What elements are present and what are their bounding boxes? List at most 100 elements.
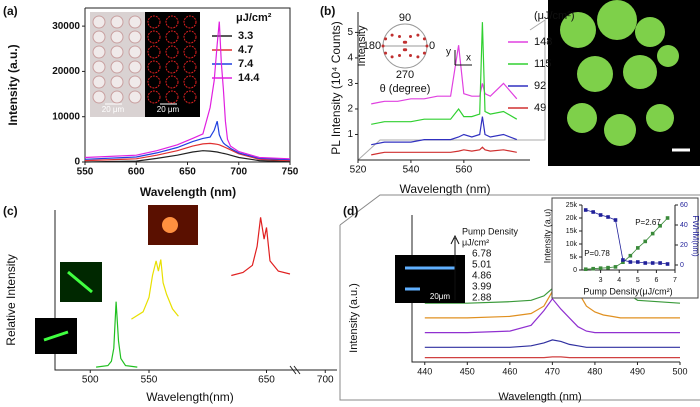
polar-angle: 270 [396,69,414,81]
well [165,75,179,89]
spectrum [424,339,680,348]
spectrum [84,121,291,161]
y2-tick-label: 60 [680,202,688,209]
well [128,60,142,74]
polar-dot [425,44,429,48]
x-tick-label: 440 [417,366,432,376]
point [636,260,640,264]
inset-c-glow [162,217,178,233]
spectrum [371,45,518,105]
spectrum [371,22,518,125]
x-tick-label: 650 [179,167,196,178]
point [583,208,588,212]
inset-a-circles [92,15,197,104]
x-tick-label: 6 [654,277,658,284]
panel-label: (d) [343,204,358,218]
y-tick-label: 1 [347,129,353,140]
well [110,30,124,44]
spheres [560,0,679,146]
well [165,90,179,104]
axis-letter: x [466,53,471,64]
point [606,265,610,270]
well [110,90,124,104]
y-tick-label: 20000 [52,66,80,77]
polar-dot [409,34,412,38]
x-axis-label: Wavelength(nm) [146,390,234,404]
panel-b-plane [357,19,546,161]
y-axis-label: Relative Intensity [4,254,18,345]
spectrum [131,259,179,320]
point [583,267,588,272]
annotation: 20 μm [157,105,180,114]
polar-dot [390,55,394,59]
point [598,266,603,270]
x-tick-label: 3 [599,277,603,284]
y-tick-label: 4 [347,53,353,64]
point [613,265,618,269]
y-axis-label: Intensity (a.u.) [6,44,20,125]
polar-angle: 90 [399,12,411,24]
legend-title: μJ/cm² [462,237,489,247]
x-tick-label: 540 [403,165,420,176]
y-tick-label: 20k [566,215,578,222]
x-tick-label: 500 [82,375,99,386]
legend-label: 5.01 [472,260,492,271]
legend-label: 92 [534,80,546,92]
spectrum [424,356,680,359]
x-tick-label: 460 [502,366,517,376]
legend-label: 14.4 [238,72,260,84]
y-axis-label: PL Intensity (10⁴ Counts) [329,21,343,154]
polar-inset: 90 180 0 270 θ (degree) Intensity x y [356,12,472,95]
well [147,30,161,44]
y-tick-label: 25k [566,202,578,209]
point [621,260,625,264]
well [147,60,161,74]
polar-dot [398,34,401,38]
x-tick-label: 7 [673,277,677,284]
point [621,258,625,262]
y-tick-label: 30000 [52,21,80,32]
y-tick-label: 10000 [52,111,80,122]
legend-label: 4.7 [238,44,253,56]
annotation: P=0.78 [584,249,610,258]
well [92,15,106,29]
well [147,75,161,89]
well [110,45,124,59]
well [183,60,197,74]
well [183,45,197,59]
polar-xlabel: θ (degree) [380,83,431,95]
axes [54,210,337,371]
well [147,45,161,59]
y-tick-label: 2 [347,104,353,115]
well [92,75,106,89]
point [658,224,662,228]
polar-dot [422,37,426,41]
inset-c-wires [43,270,93,342]
legend-label: 148 [534,36,552,48]
x-tick-label: 470 [545,366,560,376]
well [128,75,142,89]
legend-title: (μJ/cm²) [534,10,575,22]
polar-dot [422,51,426,55]
point [650,261,655,265]
well [128,30,142,44]
x-tick-label: 650 [258,375,275,386]
x-axis-label: Wavelength (nm) [140,185,236,199]
well [110,75,124,89]
x-tick-label: 560 [456,165,473,176]
x-tick-label: 4 [617,277,621,284]
point [591,210,595,214]
spectrum [231,217,291,277]
polar-angle: 0 [429,40,435,52]
well [147,90,161,104]
polar-dot [402,40,406,44]
point [665,216,670,220]
panel-label: (c) [3,204,18,218]
well [165,15,179,29]
polar-dot [409,54,412,58]
well [165,60,179,74]
well [165,30,179,44]
polar-dot [416,55,420,59]
legend-label: 4.86 [472,271,492,282]
